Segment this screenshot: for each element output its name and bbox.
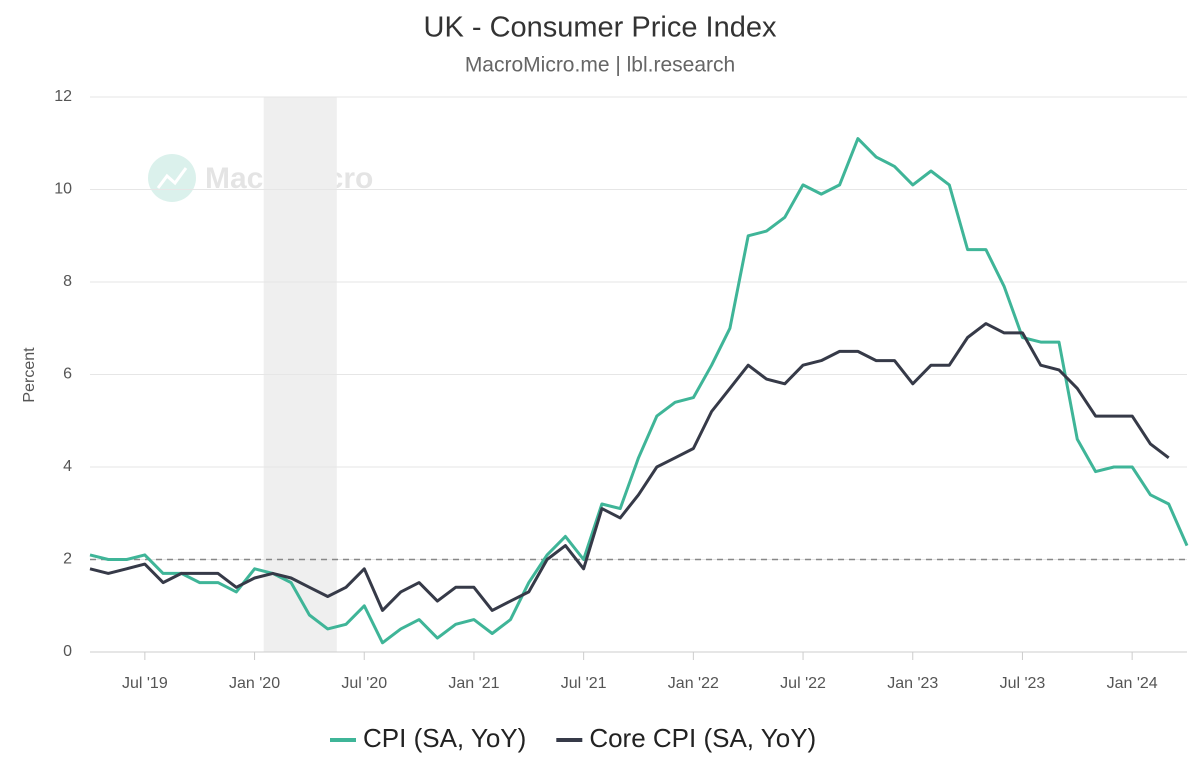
y-axis-label: Percent xyxy=(21,347,38,403)
x-tick-label: Jul '23 xyxy=(1000,675,1046,692)
y-tick-label: 6 xyxy=(63,366,72,383)
x-tick-label: Jan '23 xyxy=(887,675,938,692)
series-line xyxy=(89,137,1189,645)
watermark-logo xyxy=(148,154,196,202)
x-tick-label: Jan '22 xyxy=(668,675,719,692)
legend: CPI (SA, YoY) Core CPI (SA, YoY) xyxy=(330,723,816,753)
x-tick-label: Jul '22 xyxy=(780,675,826,692)
x-tick-label: Jul '20 xyxy=(341,675,387,692)
legend-label: Core CPI (SA, YoY) xyxy=(589,723,816,753)
x-tick-label: Jan '21 xyxy=(448,675,499,692)
chart-title: UK - Consumer Price Index xyxy=(424,12,777,44)
y-tick-label: 4 xyxy=(63,458,72,475)
chart-subtitle: MacroMicro.me | lbl.research xyxy=(465,54,735,77)
legend-label: CPI (SA, YoY) xyxy=(363,723,526,753)
x-tick-label: Jan '24 xyxy=(1107,675,1158,692)
y-tick-label: 10 xyxy=(54,181,72,198)
y-tick-label: 12 xyxy=(54,88,72,105)
y-tick-label: 0 xyxy=(63,643,72,660)
y-tick-label: 8 xyxy=(63,273,72,290)
y-tick-label: 2 xyxy=(63,551,72,568)
x-tick-label: Jul '21 xyxy=(561,675,607,692)
series-line xyxy=(89,322,1170,612)
x-tick-label: Jul '19 xyxy=(122,675,168,692)
x-tick-label: Jan '20 xyxy=(229,675,280,692)
